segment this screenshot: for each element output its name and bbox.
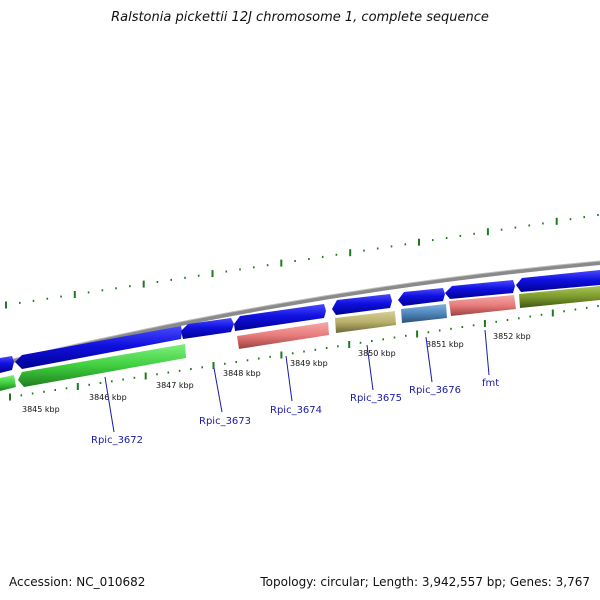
gene-label-rpic-3675[interactable]: Rpic_3675 bbox=[350, 393, 402, 404]
cds-reverse-rpic-3674[interactable] bbox=[237, 322, 329, 349]
tick-label: 3852 kbp bbox=[493, 332, 531, 341]
lower-ruler bbox=[9, 305, 599, 401]
cds-reverse-fmt[interactable] bbox=[449, 295, 516, 316]
reverse-strand bbox=[0, 286, 600, 391]
tick-label: 3847 kbp bbox=[156, 381, 194, 390]
forward-strand bbox=[0, 270, 600, 373]
cds-forward[interactable] bbox=[332, 294, 392, 315]
accession-label: Accession: NC_010682 bbox=[9, 575, 146, 589]
tick-label: 3850 kbp bbox=[358, 349, 396, 358]
upper-ruler bbox=[5, 214, 599, 309]
cds-forward[interactable] bbox=[15, 326, 182, 369]
topology-label: Topology: circular; Length: 3,942,557 bp… bbox=[260, 575, 590, 589]
tick-label: 3848 kbp bbox=[223, 369, 261, 378]
chromosome-backbone-highlight bbox=[0, 260, 600, 363]
cds-forward[interactable] bbox=[181, 318, 234, 339]
gene-label-rpic-3674[interactable]: Rpic_3674 bbox=[270, 405, 322, 416]
cds-forward[interactable] bbox=[445, 280, 515, 299]
gene-label-fmt[interactable]: fmt bbox=[482, 378, 499, 389]
map-title: Ralstonia pickettii 12J chromosome 1, co… bbox=[111, 10, 489, 25]
cds-reverse[interactable] bbox=[0, 375, 16, 391]
cds-forward[interactable] bbox=[234, 304, 326, 331]
tick-label: 3845 kbp bbox=[22, 405, 60, 414]
gene-label-rpic-3676[interactable]: Rpic_3676 bbox=[409, 385, 461, 396]
cds-reverse[interactable] bbox=[519, 286, 600, 308]
cds-reverse-rpic-3675[interactable] bbox=[335, 311, 396, 333]
gene-leader-lines bbox=[104, 329, 490, 433]
gene-label-rpic-3673[interactable]: Rpic_3673 bbox=[199, 416, 251, 427]
gene-labels: Rpic_3672 Rpic_3673 Rpic_3674 Rpic_3675 … bbox=[91, 378, 499, 446]
cds-forward[interactable] bbox=[398, 288, 445, 306]
cds-reverse-rpic-3672[interactable] bbox=[18, 344, 186, 387]
cds-forward[interactable] bbox=[0, 356, 14, 373]
cds-forward[interactable] bbox=[516, 270, 600, 292]
gene-label-rpic-3672[interactable]: Rpic_3672 bbox=[91, 435, 143, 446]
tick-label: 3851 kbp bbox=[426, 340, 464, 349]
tick-label: 3849 kbp bbox=[290, 359, 328, 368]
cds-reverse-rpic-3676[interactable] bbox=[401, 304, 447, 323]
